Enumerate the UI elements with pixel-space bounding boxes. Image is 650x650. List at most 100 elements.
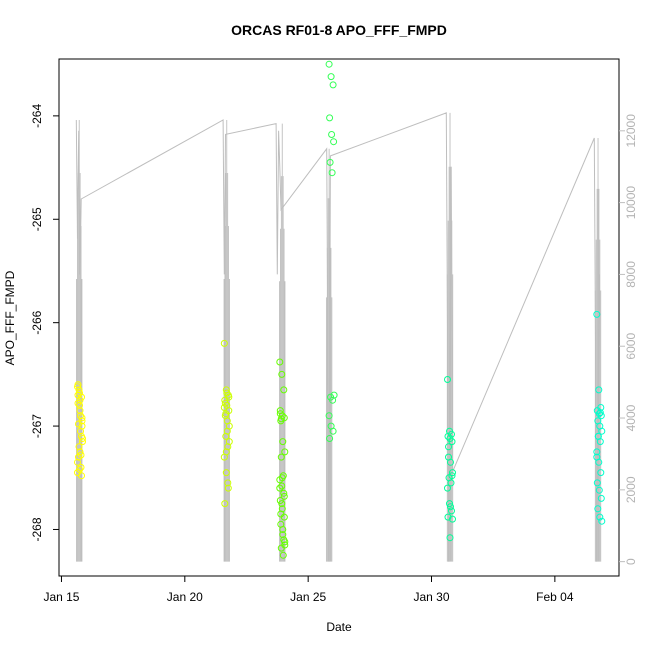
data-points: [74, 60, 606, 559]
data-point: [279, 531, 287, 539]
x-tick-label: Jan 25: [290, 590, 326, 604]
data-point: [220, 404, 228, 411]
data-point: [445, 443, 452, 451]
y2-tick-label: 10000: [624, 186, 638, 220]
data-point: [593, 310, 601, 318]
data-point: [444, 484, 451, 492]
data-point: [448, 507, 455, 515]
x-tick-label: Jan 30: [413, 590, 449, 604]
data-point: [75, 443, 83, 451]
y-axis-label: APO_FFF_FMPD: [3, 270, 17, 365]
data-point: [448, 430, 455, 438]
data-point: [329, 427, 337, 435]
x-tick-label: Jan 15: [43, 590, 79, 604]
y2-axis: 0 2000 4000 6000 8000 10000 12000: [619, 114, 638, 565]
data-point: [328, 169, 336, 177]
data-point: [330, 138, 338, 146]
data-point: [448, 438, 456, 446]
data-point: [223, 389, 231, 397]
data-point: [596, 409, 604, 417]
data-point: [224, 479, 232, 487]
data-point: [595, 486, 603, 494]
y-axis: -268 -267 -266 -265 -264: [30, 104, 59, 541]
data-point: [593, 448, 601, 456]
chart-title: ORCAS RF01-8 APO_FFF_FMPD: [231, 22, 447, 38]
data-point: [78, 414, 86, 422]
data-point: [278, 500, 286, 508]
plot-frame: [58, 58, 620, 577]
data-point: [221, 500, 229, 508]
data-point: [595, 386, 603, 394]
data-point: [79, 438, 86, 446]
data-point: [597, 469, 605, 477]
data-point: [74, 469, 81, 477]
data-point: [447, 503, 454, 511]
data-point: [222, 448, 230, 456]
data-point: [449, 469, 456, 477]
data-point: [446, 534, 454, 542]
data-point: [448, 472, 456, 480]
data-point: [278, 482, 286, 490]
data-point: [277, 453, 285, 461]
data-point: [325, 60, 333, 68]
data-point: [325, 412, 333, 420]
x-tick-label: Jan 20: [167, 590, 203, 604]
data-point: [221, 399, 229, 407]
data-point: [279, 526, 287, 533]
data-point: [445, 453, 452, 461]
y-tick-label: -264: [30, 104, 44, 128]
data-point: [76, 448, 84, 456]
data-point: [596, 513, 604, 521]
data-point: [449, 515, 456, 523]
data-point: [74, 381, 82, 389]
data-point: [280, 489, 288, 497]
data-point: [444, 432, 452, 440]
y2-tick-label: 0: [624, 558, 638, 565]
data-point: [76, 389, 83, 397]
altitude-series: [75, 112, 602, 562]
data-point: [281, 541, 289, 549]
y-tick-label: -265: [30, 207, 44, 231]
data-point: [279, 438, 287, 446]
x-axis: Jan 15 Jan 20 Jan 25 Jan 30 Feb 04: [43, 575, 574, 604]
data-point: [77, 427, 84, 435]
altitude-line: [75, 112, 600, 562]
data-point: [446, 500, 453, 508]
data-point: [598, 427, 606, 435]
data-point: [327, 73, 335, 81]
data-point: [326, 158, 334, 166]
data-point: [76, 407, 84, 415]
data-point: [330, 391, 338, 399]
data-point: [277, 510, 285, 518]
data-point: [598, 517, 606, 525]
data-point: [329, 396, 337, 404]
data-point: [276, 358, 284, 366]
data-point: [444, 513, 452, 521]
x-axis-label: Date: [326, 620, 352, 634]
data-point: [78, 432, 85, 440]
data-point: [222, 469, 230, 477]
data-point: [276, 484, 284, 492]
data-point: [224, 484, 232, 492]
data-point: [447, 479, 455, 487]
data-point: [77, 463, 85, 471]
data-point: [593, 479, 601, 487]
y2-tick-label: 4000: [624, 404, 638, 431]
data-point: [223, 427, 231, 435]
data-point: [75, 386, 83, 394]
data-point: [597, 494, 605, 502]
data-point: [78, 417, 86, 425]
data-point: [329, 81, 337, 89]
data-point: [593, 453, 601, 461]
data-point: [280, 536, 288, 544]
y2-tick-label: 2000: [624, 476, 638, 503]
data-point: [74, 458, 81, 466]
y2-tick-label: 12000: [624, 114, 638, 148]
data-point: [277, 415, 285, 423]
y2-tick-label: 8000: [624, 261, 638, 288]
data-point: [222, 410, 230, 418]
data-point: [225, 438, 233, 446]
data-point: [326, 114, 334, 122]
data-point: [597, 412, 605, 420]
